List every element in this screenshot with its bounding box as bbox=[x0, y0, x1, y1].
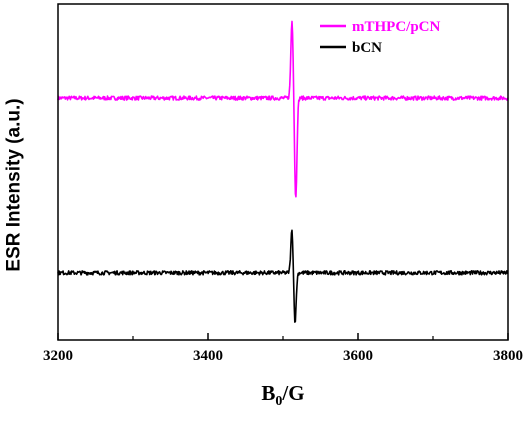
x-tick-label-3200: 3200 bbox=[43, 348, 73, 364]
x-axis-label-unit: /G bbox=[282, 381, 305, 405]
plot-frame bbox=[57, 3, 509, 341]
series-line-mthpc-pcn bbox=[57, 20, 509, 198]
legend-label-bcn: bCN bbox=[352, 40, 382, 56]
x-tick-label-3800: 3800 bbox=[493, 348, 523, 364]
x-tick-label-3400: 3400 bbox=[193, 348, 223, 364]
x-axis-label: B0/G bbox=[58, 381, 508, 410]
x-axis-label-subscript: 0 bbox=[275, 394, 283, 410]
y-axis-label-box: ESR Intensity (a.u.) bbox=[3, 0, 27, 417]
y-axis-label: ESR Intensity (a.u.) bbox=[4, 97, 26, 272]
x-tick-label-3600: 3600 bbox=[343, 348, 373, 364]
series-line-bcn bbox=[57, 229, 509, 323]
x-axis-label-main: B bbox=[261, 381, 276, 405]
legend-label-mthpc-pcn: mTHPC/pCN bbox=[352, 19, 441, 35]
